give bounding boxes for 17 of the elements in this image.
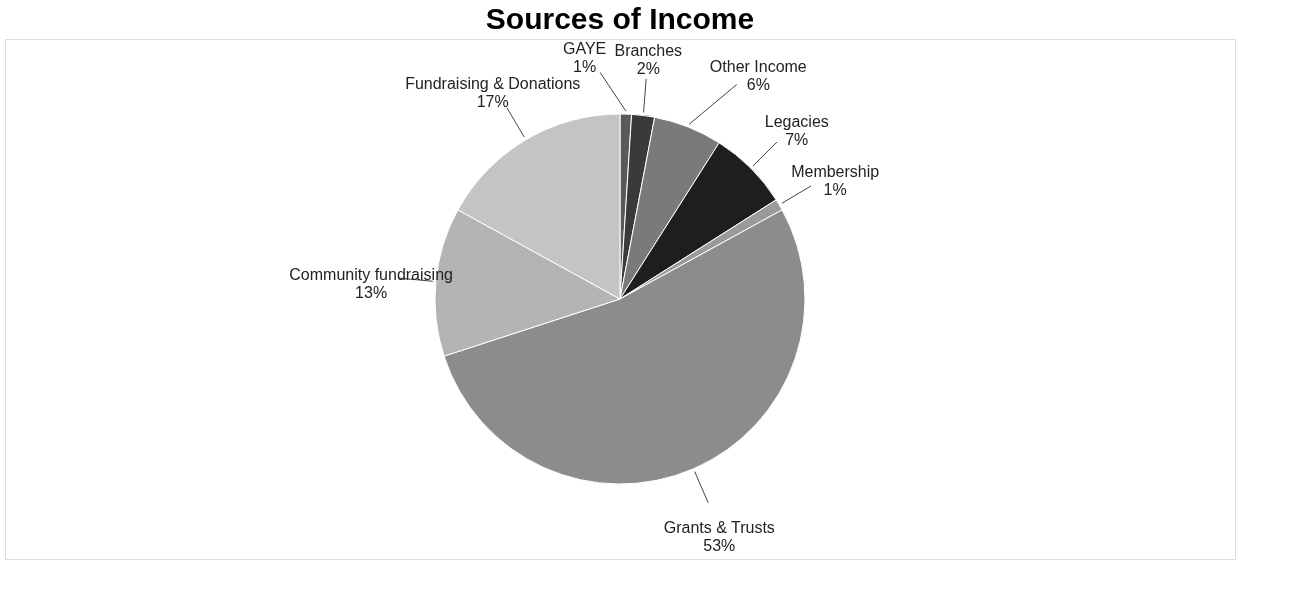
- data-label: 1%: [823, 180, 847, 198]
- slice-label: Fundraising & Donations: [405, 74, 581, 92]
- data-label: 17%: [476, 92, 509, 110]
- slice-label: Other Income: [709, 57, 807, 75]
- data-label: 13%: [355, 284, 388, 302]
- slice-label: GAYE: [562, 40, 607, 58]
- slice-label: Legacies: [764, 113, 829, 131]
- chart-title: Sources of Income: [485, 2, 755, 35]
- data-label: 2%: [636, 59, 660, 77]
- data-label: 6%: [746, 75, 770, 93]
- data-label: 7%: [785, 131, 809, 149]
- data-label: 53%: [703, 537, 736, 555]
- data-label: 1%: [573, 58, 597, 76]
- slice-label: Grants & Trusts: [663, 519, 775, 537]
- slice-label: Membership: [791, 162, 880, 180]
- slice-label: Community fundraising: [289, 266, 453, 284]
- slice-label: Branches: [614, 41, 683, 59]
